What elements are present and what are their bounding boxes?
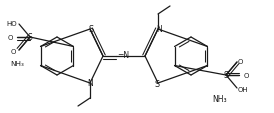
Text: N: N [156, 24, 162, 33]
Text: N: N [87, 79, 93, 88]
Text: NH₃: NH₃ [213, 95, 227, 104]
Text: S: S [155, 80, 159, 89]
Text: S: S [89, 25, 93, 34]
Text: O: O [238, 59, 243, 64]
Text: S: S [224, 71, 228, 80]
Text: NH₃: NH₃ [10, 60, 24, 66]
Text: O: O [8, 35, 13, 41]
Text: S: S [28, 33, 32, 42]
Text: O: O [244, 72, 249, 78]
Text: O: O [11, 49, 16, 54]
Text: =N: =N [117, 51, 129, 60]
Text: OH: OH [238, 86, 249, 92]
Text: HO: HO [6, 21, 17, 27]
